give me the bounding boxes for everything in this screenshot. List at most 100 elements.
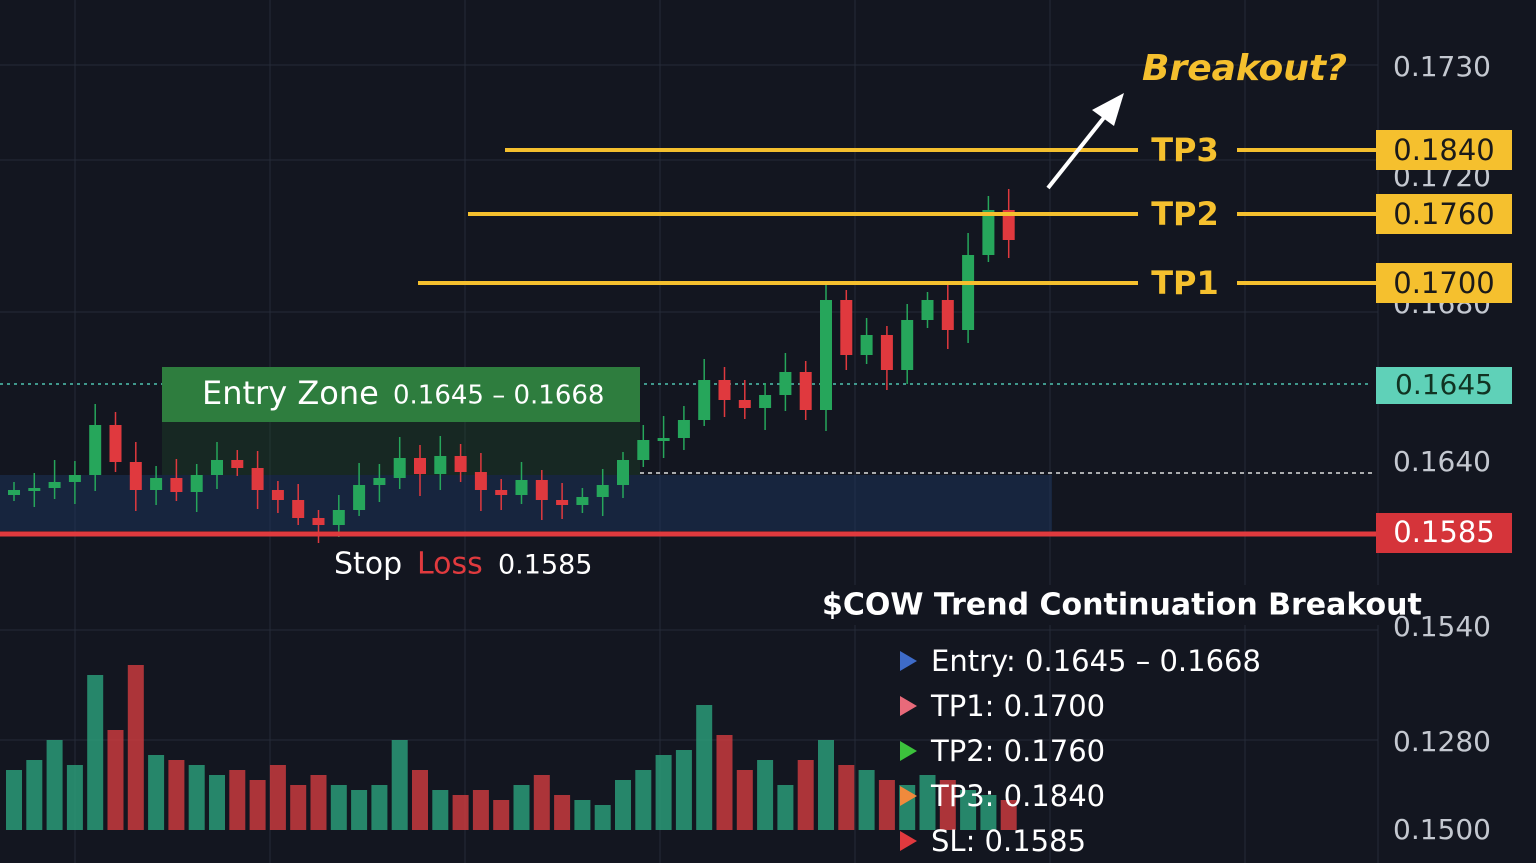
axis-label: 0.1540 [1393,610,1491,643]
volume-bar [858,770,875,830]
volume-bar [26,760,43,830]
volume-bar [757,760,774,830]
candles [8,189,1015,543]
volume-bar [818,740,834,830]
level-tag-text: 0.1760 [1393,197,1494,231]
arrow-head [1092,93,1124,126]
volume-bar [229,770,246,830]
candle-body [231,460,244,468]
candle-body [637,440,650,460]
entry-zone-label: Entry Zone [202,374,379,412]
level-label: TP1 [1151,264,1219,302]
volume-bar [513,785,530,830]
candle-body [962,255,975,330]
candle-body [150,478,163,490]
volume-bar [554,795,571,830]
volume-bar [716,735,733,830]
candle-body [434,456,447,474]
axis-label: 0.1500 [1393,813,1491,846]
volume-bar [371,785,388,830]
candle-body [271,490,284,500]
arrow-shaft [1046,108,1112,190]
legend-marker [900,651,917,671]
level-tag [1376,130,1512,170]
candle-body [738,400,751,408]
legend-item: TP3: 0.1840 [930,779,1105,813]
legend-marker [900,786,917,806]
volume-bar [452,795,469,830]
volume-bar [412,770,428,830]
volume-bar [939,780,956,830]
volume-bar [127,665,144,830]
volume-bar [655,755,672,830]
legend-marker [900,696,917,716]
candle-body [840,300,853,355]
candle-body [332,510,345,525]
candle-body [495,490,508,495]
candle-body [901,320,914,370]
candle-body [820,300,832,410]
candle-body [353,485,366,510]
candle-body [190,475,203,492]
level-tag-text: 0.1700 [1393,266,1494,300]
volume-bar [310,775,327,830]
volume-bar [960,790,977,830]
level-label: TP3 [1151,131,1219,169]
volume-bar [188,765,205,830]
entry-zone-range: 0.1645 – 0.1668 [393,381,604,411]
candle-body [880,335,893,370]
axis-label: 0.1280 [1393,725,1491,758]
volume-bar [980,795,997,830]
candle-body [393,458,406,478]
volume-bar [878,780,895,830]
volume-bar [594,805,611,830]
volume-bar [107,730,124,830]
candle-body [677,420,690,438]
candle-body [759,395,772,408]
candle-body [109,425,122,462]
candle-body [211,460,223,475]
volume-bar [675,750,692,830]
axis-label: 0.1640 [1393,445,1491,478]
volume-bar [87,675,104,830]
level-tag [1376,194,1512,234]
candle-body [657,438,670,441]
price-axis: 0.17300.17200.16800.16400.15400.12800.15… [1393,50,1491,846]
volume-bar [533,775,550,830]
candle-body [474,472,487,490]
volume [6,665,1017,830]
legend-item: Entry: 0.1645 – 0.1668 [931,644,1261,678]
volume-bar [6,770,22,830]
candle-body [779,372,792,395]
legend-marker [900,831,917,851]
volume-bar [46,740,63,830]
axis-label: 0.1730 [1393,50,1491,83]
candle-body [414,458,426,474]
volume-bar [736,770,753,830]
entry-zone-box [162,367,640,422]
breakout-annotation: Breakout? [1142,48,1347,89]
candle-body [799,372,812,410]
legend-title-bg [815,585,1380,625]
volume-bar [168,760,185,830]
level-tag [1376,263,1512,303]
candle-body [921,300,934,320]
volume-bar [472,790,489,830]
volume-bar [290,785,307,830]
loss-label: Loss [417,547,483,582]
candle-body [8,490,20,495]
legend-item: TP1: 0.1700 [930,689,1105,723]
candle-body [129,462,142,490]
candle-body [28,488,41,491]
candle-body [515,480,528,495]
volume-bar [919,775,936,830]
candle-body [68,475,81,482]
volume-bar [615,780,631,830]
entry-tag [1376,367,1512,404]
legend: Entry: 0.1645 – 0.1668 TP1: 0.1700 TP2: 0.… [900,644,1261,858]
candle-body [170,478,183,492]
candle-body [576,497,589,505]
candle-body [596,485,609,497]
volume-bar [797,760,814,830]
